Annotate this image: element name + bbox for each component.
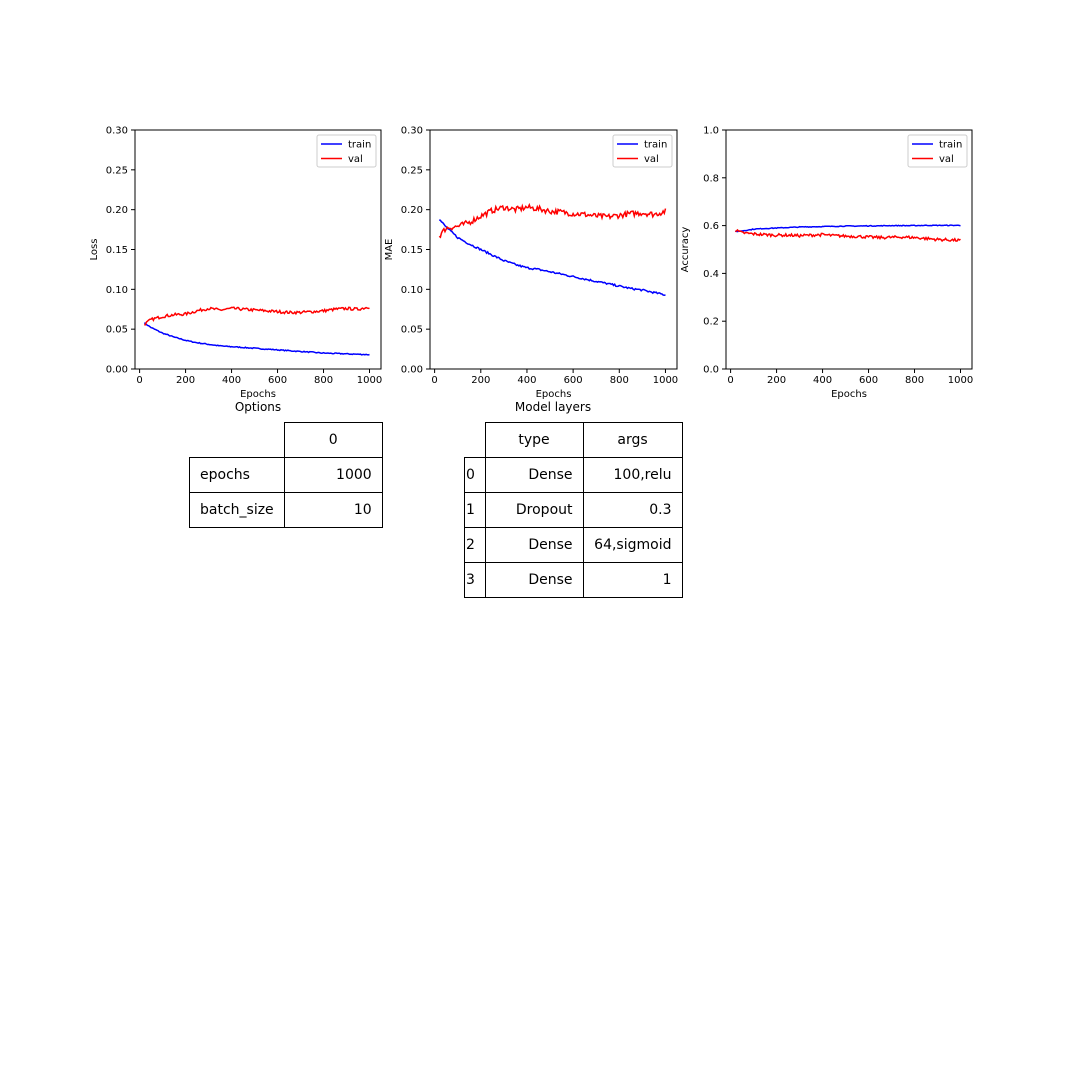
y-tick-label: 0.00 (401, 365, 423, 376)
x-tick-label: 600 (564, 375, 583, 386)
table-cell-args: 100,relu (582, 457, 683, 493)
x-tick-label: 400 (813, 375, 832, 386)
y-tick-label: 0.25 (106, 165, 128, 176)
x-tick-label: 600 (859, 375, 878, 386)
y-tick-label: 0.25 (401, 165, 423, 176)
row-index: 2 (464, 527, 486, 563)
table-row: 0 Dense 100,relu (464, 457, 683, 493)
x-tick-label: 400 (222, 375, 241, 386)
x-tick-label: 0 (136, 375, 142, 386)
y-tick-label: 0.15 (401, 245, 423, 256)
row-index: 3 (464, 562, 486, 598)
legend: train val (612, 134, 673, 168)
table-row: epochs 1000 (189, 457, 383, 493)
column-header-type: type (484, 422, 584, 458)
y-tick-label: 0.10 (106, 285, 128, 296)
table-cell-type: Dropout (484, 492, 584, 528)
y-tick-label: 0.20 (401, 205, 423, 216)
y-tick-label: 0.10 (401, 285, 423, 296)
legend-label-train: train (348, 140, 371, 151)
series-line-train (144, 322, 370, 356)
series-line-val (144, 306, 370, 326)
y-tick-label: 0.0 (703, 365, 719, 376)
x-tick-label: 1000 (948, 375, 973, 386)
legend-label-val: val (939, 154, 954, 165)
x-tick-label: 1000 (357, 375, 382, 386)
x-axis-label: Epochs (831, 389, 867, 400)
column-header: 0 (283, 422, 383, 458)
options-table-title: Options (234, 400, 282, 414)
y-tick-label: 0.4 (703, 269, 719, 280)
layers-table-title: Model layers (514, 400, 592, 414)
table-corner (190, 423, 285, 458)
y-tick-label: 0.8 (703, 173, 719, 184)
y-tick-label: 0.30 (401, 126, 423, 137)
table-row: 3 Dense 1 (464, 562, 683, 598)
row-index: 1 (464, 492, 486, 528)
table-row: 2 Dense 64,sigmoid (464, 527, 683, 563)
y-tick-label: 0.05 (106, 325, 128, 336)
y-tick-label: 0.6 (703, 221, 719, 232)
legend-label-train: train (939, 140, 962, 151)
table-cell-type: Dense (484, 457, 584, 493)
series-line-val (734, 228, 961, 243)
y-tick-label: 0.30 (106, 126, 128, 137)
table-cell-type: Dense (484, 562, 584, 598)
legend: train val (907, 134, 968, 168)
table-row: 1 Dropout 0.3 (464, 492, 683, 528)
table-corner (465, 423, 486, 458)
layers-table: type args 0 Dense 100,relu 1 Dropout 0.3… (464, 422, 683, 598)
x-tick-label: 400 (517, 375, 536, 386)
x-tick-label: 800 (905, 375, 924, 386)
table-row: batch_size 10 (189, 492, 383, 528)
y-tick-label: 0.2 (703, 317, 719, 328)
y-axis-label: MAE (384, 239, 395, 261)
x-tick-label: 200 (176, 375, 195, 386)
x-tick-label: 0 (727, 375, 733, 386)
chart-2: 0 200 400 600 800 1000 0.00 0.05 0.10 0.15 0.20 0.2… (384, 126, 678, 401)
y-axis-label: Loss (89, 239, 100, 261)
table-cell: 1000 (283, 457, 383, 493)
row-label: batch_size (189, 492, 285, 528)
x-tick-label: 800 (610, 375, 629, 386)
legend-label-val: val (644, 154, 659, 165)
legend-label-val: val (348, 154, 363, 165)
x-tick-label: 200 (767, 375, 786, 386)
y-tick-label: 1.0 (703, 126, 719, 137)
y-tick-label: 0.15 (106, 245, 128, 256)
table-row: 0 (190, 422, 383, 458)
y-tick-label: 0.00 (106, 365, 128, 376)
chart-1: 0 200 400 600 800 1000 0.00 0.05 0.10 0.15 0.20 0.2… (89, 126, 382, 401)
options-table: 0 epochs 1000 batch_size 10 (189, 422, 383, 528)
series-line-train (439, 219, 666, 296)
x-axis-label: Epochs (240, 389, 276, 400)
table-cell-args: 64,sigmoid (582, 527, 683, 563)
x-tick-label: 1000 (653, 375, 678, 386)
column-header-args: args (582, 422, 683, 458)
axes-frame (725, 129, 973, 370)
x-tick-label: 800 (314, 375, 333, 386)
series-line-val (438, 202, 667, 239)
series-line-train (735, 224, 961, 233)
table-cell: 10 (283, 492, 383, 528)
row-index: 0 (464, 457, 486, 493)
table-cell-args: 0.3 (582, 492, 683, 528)
legend: train val (316, 134, 377, 168)
y-tick-label: 0.20 (106, 205, 128, 216)
row-label: epochs (189, 457, 285, 493)
y-tick-label: 0.05 (401, 325, 423, 336)
chart-3: 0 200 400 600 800 1000 0.0 0.2 0.4 0.6 0.8 1.0 Epoch… (680, 126, 973, 401)
x-tick-label: 0 (431, 375, 437, 386)
x-tick-label: 200 (471, 375, 490, 386)
y-axis-label: Accuracy (680, 227, 691, 273)
table-row: type args (465, 422, 683, 458)
x-axis-label: Epochs (536, 389, 572, 400)
table-cell-type: Dense (484, 527, 584, 563)
x-tick-label: 600 (268, 375, 287, 386)
table-cell-args: 1 (582, 562, 683, 598)
legend-label-train: train (644, 140, 667, 151)
